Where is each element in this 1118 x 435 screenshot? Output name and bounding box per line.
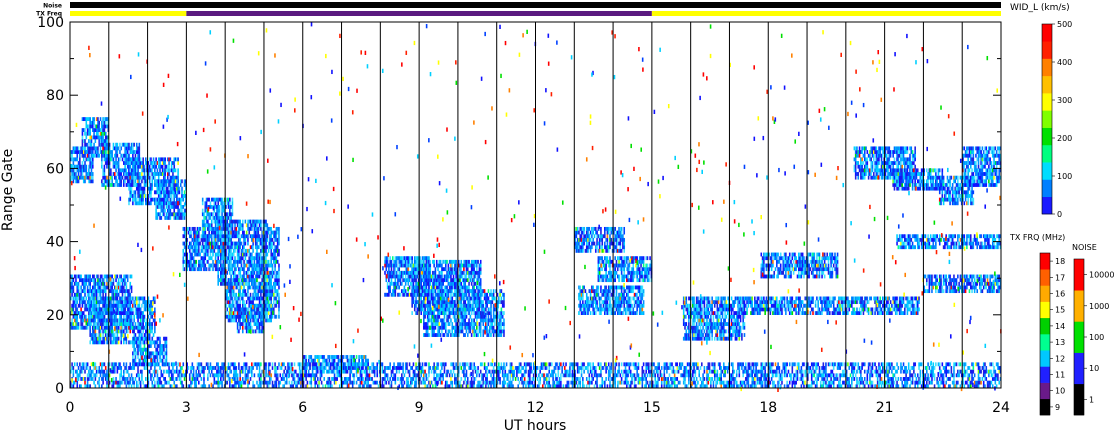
colorbars: WID_L (km/s) TX FRQ (MHz) NOISE 0 100 200 3…	[1009, 3, 1114, 416]
echo-region-10	[217, 219, 269, 286]
x-tick-label: 6	[298, 400, 307, 416]
width-colorbar-tick: 200	[1057, 134, 1072, 143]
echo-region-6	[89, 296, 156, 345]
x-tick-label: 3	[182, 400, 191, 416]
txfreq-colorbar-tick: 11	[1055, 371, 1065, 380]
txfreq-strip	[70, 11, 1001, 16]
noise-strip-label: Noise	[43, 3, 62, 10]
echo-region-22	[737, 296, 920, 315]
plot-area: 0 3 6 9 12 15 18 21 24 0 20 40 60 80 100	[37, 15, 1010, 416]
width-colorbar-tick: 300	[1057, 96, 1072, 105]
noise-colorbar-tick: 1	[1089, 395, 1094, 404]
echo-region-27	[962, 146, 1002, 187]
width-colorbar: 0 100 200 300 400 500	[1041, 20, 1072, 219]
txfreq-colorbar-tick: 18	[1055, 257, 1065, 266]
txfreq-colorbar-tick: 15	[1055, 306, 1065, 315]
x-tick-label: 0	[66, 400, 75, 416]
echo-region-30	[70, 362, 1002, 389]
width-colorbar-tick: 500	[1057, 20, 1072, 29]
y-axis-ticks: 0 20 40 60 80 100	[37, 15, 1001, 397]
txfreq-colorbar-tick: 9	[1055, 403, 1060, 412]
noise-strip	[70, 2, 1001, 8]
txfreq-colorbar-tick: 12	[1055, 354, 1065, 363]
noise-colorbar-title: NOISE	[1072, 243, 1097, 252]
txfreq-segment-1	[186, 11, 652, 16]
txfreq-colorbar-tick: 13	[1055, 338, 1065, 347]
x-tick-label: 15	[643, 400, 661, 416]
echo-cells	[70, 22, 1002, 392]
y-tick-label: 60	[46, 161, 64, 177]
x-tick-label: 18	[759, 400, 777, 416]
noise-colorbar-tick: 100	[1089, 333, 1104, 342]
echo-region-20	[578, 285, 645, 315]
y-tick-label: 100	[37, 15, 64, 31]
hour-gridlines	[108, 22, 963, 388]
txfreq-strip-label: TX Freq	[36, 11, 62, 18]
echo-region-18	[574, 226, 626, 253]
txfreq-colorbar-tick: 14	[1055, 322, 1065, 331]
txfreq-colorbar-title: TX FRQ (MHz)	[1009, 233, 1065, 242]
echo-region-1	[81, 117, 110, 158]
txfreq-segment-2	[651, 11, 1001, 16]
echo-region-13	[263, 226, 280, 319]
x-tick-label: 12	[527, 400, 545, 416]
status-strips: Noise TX Freq	[36, 2, 1001, 18]
width-colorbar-tick: 400	[1057, 58, 1072, 67]
x-tick-label: 21	[876, 400, 894, 416]
y-axis-title: Range Gate	[0, 149, 16, 231]
echo-region-19	[597, 256, 653, 283]
noise-colorbar-tick: 1000	[1089, 302, 1109, 311]
txfreq-colorbar: 9 10 11 12 13 14 15 16 17 18	[1039, 252, 1065, 416]
x-axis-ticks: 0 3 6 9 12 15 18 21 24	[66, 380, 1010, 416]
width-colorbar-tick: 100	[1057, 172, 1072, 181]
x-tick-label: 9	[415, 400, 424, 416]
echo-region-25	[892, 168, 944, 191]
txfreq-colorbar-tick: 16	[1055, 290, 1065, 299]
y-tick-label: 80	[46, 88, 64, 104]
noise-colorbar-tick: 10000	[1089, 271, 1114, 280]
echo-region-23	[760, 252, 839, 279]
noise-colorbar-tick: 10	[1089, 364, 1099, 373]
echo-region-29	[923, 274, 1002, 294]
width-colorbar-tick: 0	[1057, 210, 1062, 219]
y-tick-label: 20	[46, 308, 64, 324]
x-tick-label: 24	[992, 400, 1010, 416]
echo-region-17	[423, 289, 505, 337]
width-colorbar-title: WID_L (km/s)	[1010, 3, 1070, 13]
echo-region-28	[896, 234, 1002, 250]
txfreq-colorbar-tick: 17	[1055, 273, 1065, 282]
y-tick-label: 0	[55, 381, 64, 397]
x-axis-title: UT hours	[504, 418, 567, 434]
y-tick-label: 40	[46, 235, 64, 251]
txfreq-colorbar-tick: 10	[1055, 387, 1065, 396]
txfreq-segment-0	[70, 11, 187, 16]
noise-colorbar: 1 10 100 1000 10000	[1073, 258, 1114, 416]
